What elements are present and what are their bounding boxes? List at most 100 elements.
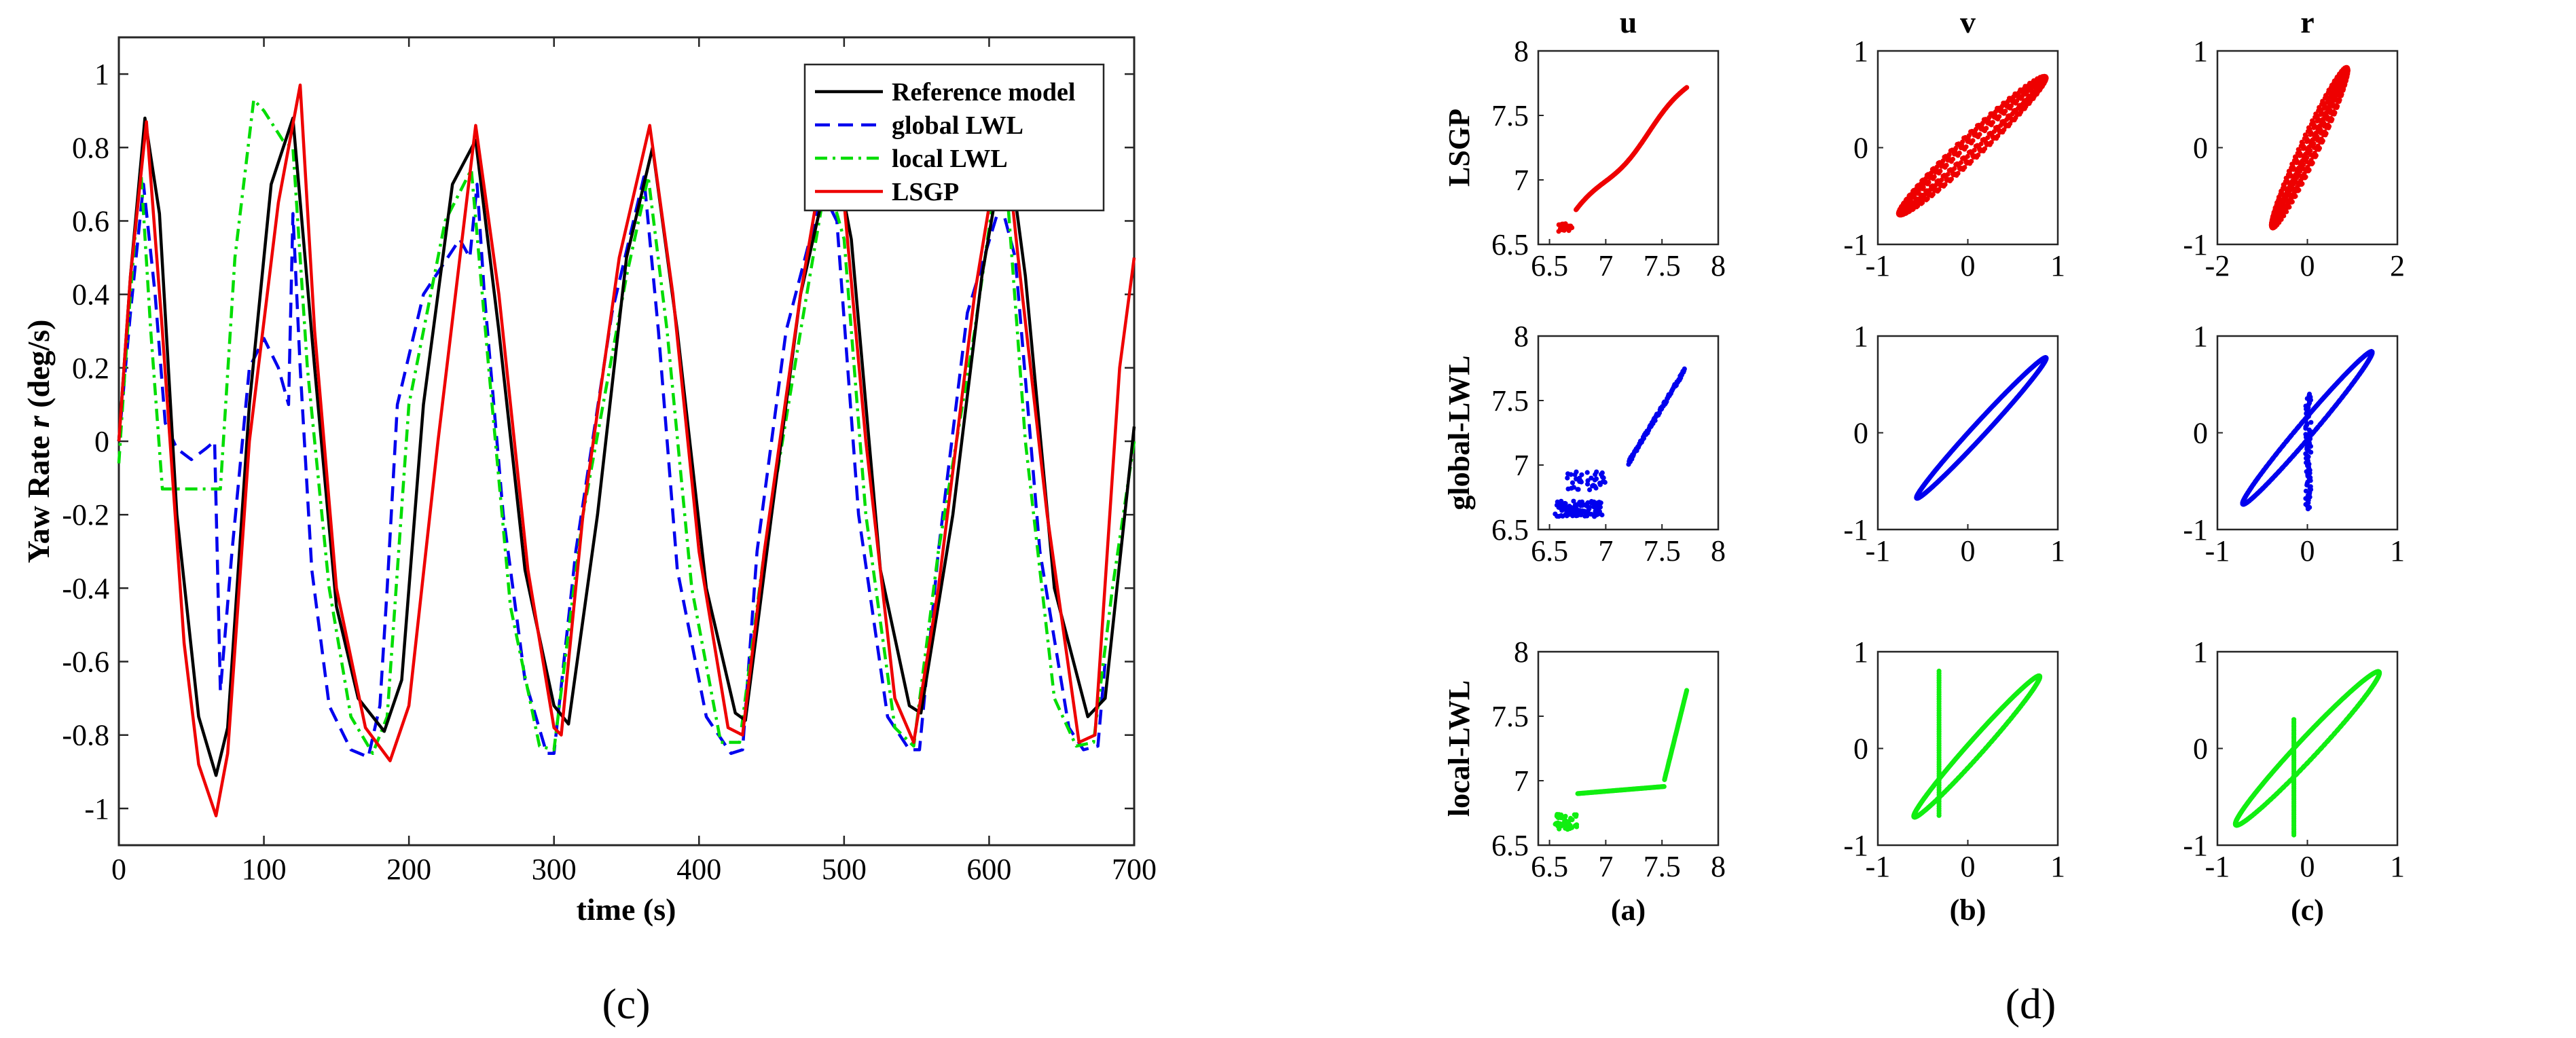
x-tick-label: 7.5 xyxy=(1644,249,1681,282)
scatter-point xyxy=(2002,391,2008,396)
scatter-point xyxy=(1995,398,2000,404)
y-axis-label-part-1: Yaw Rate xyxy=(21,428,56,563)
scatter-point xyxy=(2003,124,2009,129)
scatter-point xyxy=(2324,114,2330,119)
scatter-point xyxy=(1565,486,1571,492)
scatter-point xyxy=(1949,449,1955,454)
scatter-point xyxy=(1940,161,1945,166)
scatter-point xyxy=(2263,465,2268,471)
scatter-point xyxy=(1952,463,1957,468)
scatter-point xyxy=(2010,384,2015,389)
scatter-point xyxy=(2294,426,2300,431)
scatter-point xyxy=(2340,81,2345,88)
scatter-point xyxy=(2291,181,2296,187)
scatter-point xyxy=(1913,188,1919,193)
scatter-point xyxy=(2036,88,2042,94)
y-tick-label: 0.4 xyxy=(72,278,109,312)
scatter-point xyxy=(2291,430,2296,436)
x-tick-label: 200 xyxy=(386,853,431,886)
scatter-point xyxy=(2330,102,2336,107)
scatter-point xyxy=(2286,751,2292,756)
scatter-point xyxy=(1942,154,1947,160)
scatter-point xyxy=(1589,511,1594,517)
row-label-LSGP: LSGP xyxy=(1443,109,1476,187)
scatter-point xyxy=(2338,397,2343,403)
scatter-point xyxy=(2336,91,2341,96)
scatter-point xyxy=(2014,112,2020,117)
scatter-point xyxy=(2308,148,2313,153)
x-tick-label: 0 xyxy=(111,853,126,886)
subplot-local-LWL-u: 6.5 7 7.5 8 6.5 7 7.5 8 xyxy=(1491,635,1726,883)
scatter-point xyxy=(1967,447,1972,453)
scatter-point xyxy=(1969,159,1974,164)
scatter-point xyxy=(1556,222,1561,227)
scatter-point xyxy=(1942,456,1948,462)
subplot-frame xyxy=(2216,650,2399,847)
scatter-point xyxy=(2311,141,2317,147)
scatter-point xyxy=(1995,133,2001,138)
y-tick-label: -1 xyxy=(1843,829,1868,862)
scatter-point xyxy=(1592,483,1597,489)
scatter-point xyxy=(1591,504,1597,510)
subplot-frame xyxy=(1537,335,1720,531)
scatter-point xyxy=(2288,456,2293,461)
scatter-point xyxy=(1597,508,1602,515)
scatter-point xyxy=(2345,67,2351,73)
scatter-point xyxy=(2020,107,2025,112)
scatter-point xyxy=(2314,722,2319,727)
scatter-point xyxy=(1938,183,1944,189)
scatter-point xyxy=(2266,461,2271,467)
scatter-point xyxy=(2033,79,2039,85)
legend-entry-3: LSGP xyxy=(892,178,959,206)
scatter-point xyxy=(1972,147,1977,153)
scatter-point xyxy=(2283,439,2289,445)
scatter-point xyxy=(2277,208,2283,213)
scatter-point xyxy=(2044,356,2049,361)
scatter-point xyxy=(1600,479,1606,485)
scatter-point xyxy=(1992,113,1998,118)
scatter-point xyxy=(1601,475,1606,481)
scatter-point xyxy=(1912,204,1917,209)
scatter-point xyxy=(2304,155,2310,160)
scatter-point xyxy=(1573,814,1579,819)
scatter-point xyxy=(1584,513,1590,519)
scatter-point xyxy=(2310,725,2316,730)
y-tick-label: 0 xyxy=(1853,132,1868,165)
scatter-point xyxy=(1989,140,1994,145)
scatter-point xyxy=(1955,170,1961,176)
scatter-point xyxy=(2296,147,2301,152)
scatter-point xyxy=(1555,815,1561,820)
y-tick-label: 1 xyxy=(1853,35,1868,68)
scatter-point xyxy=(2291,717,2297,722)
x-tick-label: 7.5 xyxy=(1644,850,1681,883)
scatter-point xyxy=(2001,410,2007,415)
y-tick-label: -0.8 xyxy=(62,719,109,752)
x-tick-label: -1 xyxy=(2205,534,2230,568)
scatter-point xyxy=(2306,391,2312,397)
scatter-point xyxy=(1567,223,1573,229)
scatter-point xyxy=(2012,398,2018,403)
scatter-point xyxy=(1584,502,1589,508)
scatter-point xyxy=(2296,447,2302,453)
scatter-point xyxy=(1974,439,1980,445)
y-tick-label: 0 xyxy=(94,425,109,458)
y-tick-label: 1 xyxy=(1853,320,1868,353)
x-tick-label: -1 xyxy=(1866,249,1891,282)
scatter-point xyxy=(1991,136,1996,141)
scatter-point xyxy=(2299,139,2304,145)
scatter-point xyxy=(1575,487,1580,492)
scatter-point xyxy=(1572,823,1578,828)
scatter-point xyxy=(1948,177,1954,182)
scatter-point xyxy=(2317,399,2323,405)
scatter-point xyxy=(1684,85,1690,90)
scatter-point xyxy=(2327,108,2333,113)
scatter-point xyxy=(1959,143,1965,148)
scatter-point xyxy=(1559,498,1564,504)
legend-entry-0: Reference model xyxy=(892,78,1075,107)
x-tick-label: 100 xyxy=(242,853,287,886)
scatter-point xyxy=(1953,149,1958,154)
x-tick-label: -2 xyxy=(2205,249,2230,282)
x-tick-label: 1 xyxy=(2390,850,2405,883)
scatter-point xyxy=(1927,192,1932,198)
